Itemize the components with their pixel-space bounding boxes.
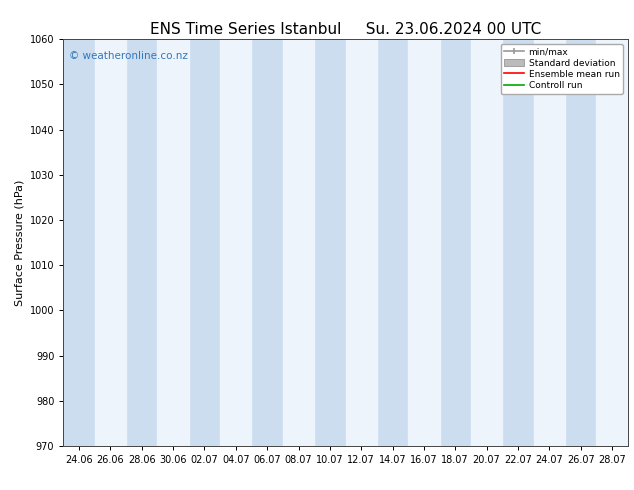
- Legend: min/max, Standard deviation, Ensemble mean run, Controll run: min/max, Standard deviation, Ensemble me…: [501, 44, 623, 94]
- Bar: [471, 39, 502, 446]
- Bar: [94, 39, 126, 446]
- Bar: [157, 39, 189, 446]
- Title: ENS Time Series Istanbul     Su. 23.06.2024 00 UTC: ENS Time Series Istanbul Su. 23.06.2024 …: [150, 22, 541, 37]
- Y-axis label: Surface Pressure (hPa): Surface Pressure (hPa): [14, 179, 24, 306]
- Bar: [283, 39, 314, 446]
- Text: © weatheronline.co.nz: © weatheronline.co.nz: [69, 51, 188, 61]
- Bar: [597, 39, 628, 446]
- Bar: [408, 39, 439, 446]
- Bar: [346, 39, 377, 446]
- Bar: [220, 39, 252, 446]
- Bar: [534, 39, 565, 446]
